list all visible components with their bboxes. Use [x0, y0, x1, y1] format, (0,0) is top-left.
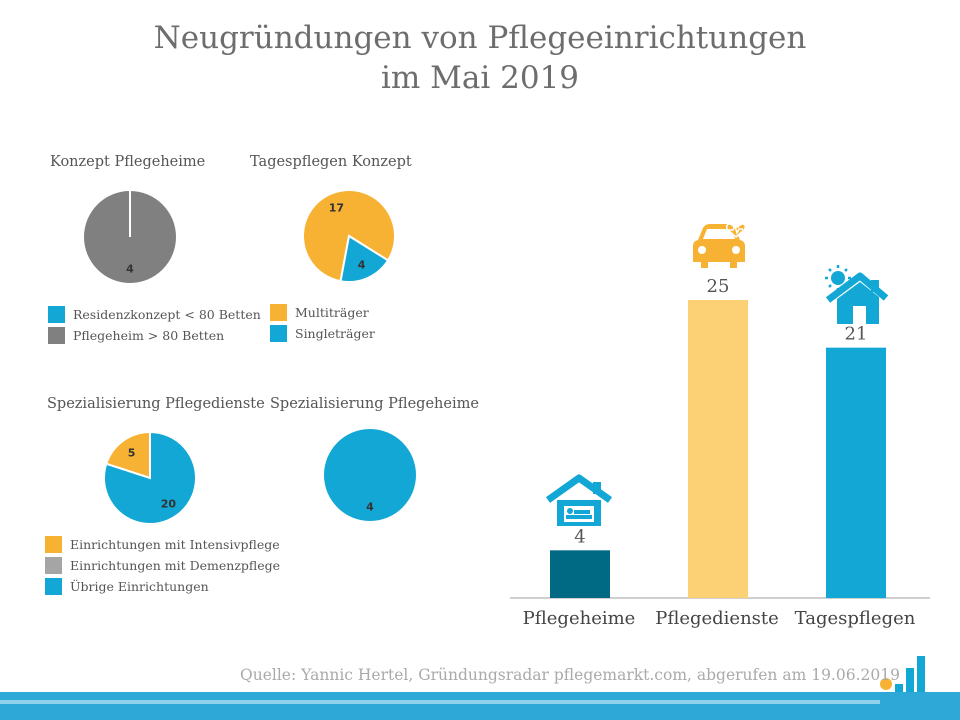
legend-label: Singleträger	[295, 326, 375, 341]
bar-value-label: 21	[845, 324, 868, 345]
pie-value-label: 4	[126, 262, 134, 275]
footer-band-highlight	[0, 700, 880, 704]
pie-spezialisierung-pflegeheime: 4	[324, 429, 416, 521]
pie1-legend: Residenzkonzept < 80 Betten Pflegeheim >…	[48, 304, 261, 346]
legend-swatch	[48, 306, 65, 323]
legend-swatch	[48, 327, 65, 344]
legend-swatch	[45, 557, 62, 574]
house-sun-icon	[825, 265, 889, 324]
pie3-legend: Einrichtungen mit Intensivpflege Einrich…	[45, 534, 280, 597]
pie2-title: Tagespflegen Konzept	[250, 154, 412, 170]
pie-tagespflegen-konzept: 17 4	[302, 189, 396, 283]
bar-pflegeheime	[550, 550, 610, 598]
pie-spezialisierung-pflegedienste: 5 20	[103, 430, 197, 525]
pie-slice	[324, 429, 416, 521]
legend-swatch	[45, 536, 62, 553]
pie-konzept-pflegeheime: 4	[84, 191, 176, 283]
legend-label: Einrichtungen mit Demenzpflege	[70, 558, 281, 573]
pie2-legend: Multiträger Singleträger	[270, 302, 375, 344]
pie3-title: Spezialisierung Pflegedienste	[47, 396, 265, 412]
pie-value-label: 17	[329, 201, 344, 214]
pie-value-label: 4	[358, 259, 366, 272]
legend-swatch	[270, 304, 287, 321]
legend-label: Pflegeheim > 80 Betten	[73, 328, 225, 343]
legend-label: Multiträger	[295, 305, 369, 320]
car-heart-icon	[693, 223, 747, 268]
bar-category-label: Tagespflegen	[795, 608, 916, 629]
legend-swatch	[270, 325, 287, 342]
legend-label: Übrige Einrichtungen	[70, 579, 209, 594]
legend-label: Einrichtungen mit Intensivpflege	[70, 537, 280, 552]
pie-slice	[103, 430, 197, 525]
bar-value-label: 4	[574, 526, 585, 547]
bar-category-label: Pflegeheime	[523, 608, 636, 629]
footer-band	[0, 692, 960, 720]
house-bed-icon	[545, 474, 613, 526]
pie-value-label: 4	[366, 500, 374, 513]
bar-category-label: Pflegedienste	[655, 608, 779, 629]
bar-tagespflegen	[826, 347, 886, 598]
legend-swatch	[45, 578, 62, 595]
pie4-title: Spezialisierung Pflegeheime	[270, 396, 479, 412]
bar-value-label: 25	[707, 276, 730, 297]
pie-value-label: 20	[161, 497, 177, 510]
bar-chart: 4 Pflegeheime 25 Pflegedienste 21 Tagespflege…	[523, 276, 916, 629]
pie1-title: Konzept Pflegeheime	[50, 154, 206, 170]
chart-title-line1: Neugründungen von Pflegeeinrichtungen	[153, 20, 807, 56]
source-note: Quelle: Yannic Hertel, Gründungsradar pf…	[240, 666, 900, 684]
chart-title-line2: im Mai 2019	[380, 60, 580, 96]
legend-label: Residenzkonzept < 80 Betten	[73, 307, 261, 322]
pie-value-label: 5	[128, 447, 136, 460]
bar-pflegedienste	[688, 300, 748, 598]
pie-slice	[339, 234, 390, 283]
